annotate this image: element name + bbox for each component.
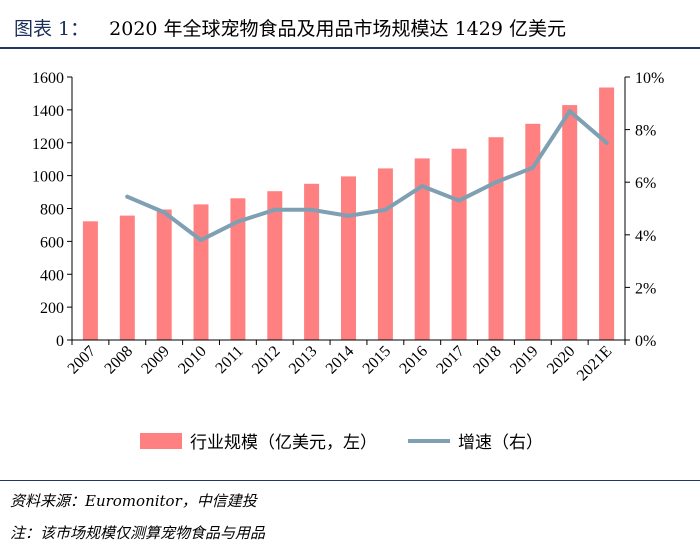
y-right-tick-label: 0% [635, 333, 656, 350]
y-left-tick-label: 800 [40, 202, 64, 219]
bar-2013 [304, 183, 320, 340]
legend-label-bars: 行业规模（亿美元，左） [190, 433, 377, 453]
legend-label-line: 增速（右） [458, 433, 543, 453]
growth-point-2009 [162, 210, 167, 215]
figure-label: 图表 1： [14, 18, 90, 40]
x-tick-label: 2008 [101, 343, 136, 378]
growth-point-2018 [494, 180, 498, 185]
y-right-tick-label: 4% [635, 228, 656, 245]
growth-point-2011 [235, 219, 240, 224]
chart: 0 200 400 600 800 1000 1200 1400 1600 0% 2% 4% 6% 8% 1… [32, 70, 664, 453]
title-rule [0, 47, 700, 49]
bar-2009 [156, 209, 172, 340]
x-tick-label: 2013 [286, 343, 321, 378]
growth-point-2013 [309, 207, 314, 212]
growth-point-2020 [567, 109, 572, 114]
y-left-tick-label: 1400 [32, 103, 64, 120]
bar-2021E [599, 87, 615, 340]
bar-2014 [341, 176, 356, 340]
x-tick-label: 2007 [65, 343, 100, 378]
bar-2018 [488, 137, 504, 340]
x-tick-label: 2015 [360, 343, 395, 378]
y-left-tick-label: 0 [56, 333, 64, 350]
y-left-tick-label: 400 [40, 267, 64, 284]
x-tick-label: 2021E [574, 343, 616, 385]
growth-point-2015 [383, 207, 388, 212]
footnote: 注：该市场规模仅测算宠物食品与用品 [10, 524, 266, 542]
footer-rule [0, 480, 700, 481]
y-left-tick-label: 600 [40, 234, 64, 251]
growth-point-2019 [530, 165, 535, 170]
bar-2017 [451, 148, 467, 340]
x-tick-label: 2009 [138, 343, 173, 378]
chart-title: 图表 1： 2020 年全球宠物食品及用品市场规模达 1429 亿美元 [14, 14, 566, 41]
y-left-tick-label: 1200 [32, 136, 64, 153]
growth-point-2014 [346, 213, 351, 218]
x-tick-label: 2019 [507, 343, 542, 378]
x-tick-label: 2016 [396, 343, 431, 378]
bar-2016 [414, 158, 430, 340]
growth-point-2017 [457, 198, 462, 203]
y-right-tick-label: 2% [635, 280, 656, 297]
y-right-tick-label: 8% [635, 123, 656, 140]
y-left-tick-label: 200 [40, 300, 64, 317]
growth-point-2021E [604, 140, 609, 145]
growth-line [125, 109, 609, 243]
growth-point-2012 [272, 207, 277, 212]
x-tick-label: 2012 [249, 343, 284, 378]
x-tick-label: 2017 [433, 343, 468, 378]
bar-2007 [82, 221, 98, 340]
bar-2011 [230, 198, 246, 340]
y-right-tick-label: 10% [635, 70, 664, 87]
x-tick-label: 2010 [175, 343, 210, 378]
bar-2012 [267, 191, 283, 340]
legend-swatch-bars [140, 433, 182, 449]
x-tick-label: 2014 [323, 343, 358, 378]
growth-point-2010 [199, 238, 203, 243]
growth-point-2016 [420, 184, 425, 189]
bar-2008 [119, 215, 135, 340]
bar-2010 [193, 204, 209, 340]
x-tick-label: 2018 [470, 343, 505, 378]
source-note: 资料来源：Euromonitor，中信建投 [10, 492, 257, 510]
y-left-tick-label: 1600 [32, 70, 64, 87]
x-tick-label: 2011 [213, 343, 247, 377]
bar-2020 [562, 105, 578, 340]
y-left-tick-label: 1000 [32, 169, 64, 186]
growth-point-2008 [125, 194, 130, 199]
bar-2015 [377, 168, 393, 340]
title-text: 2020 年全球宠物食品及用品市场规模达 1429 亿美元 [109, 18, 566, 40]
plot-area: 0 200 400 600 800 1000 1200 1400 1600 0% 2% 4% 6% 8% 1… [32, 70, 664, 453]
bar-2019 [525, 123, 541, 340]
y-right-tick-label: 6% [635, 175, 656, 192]
